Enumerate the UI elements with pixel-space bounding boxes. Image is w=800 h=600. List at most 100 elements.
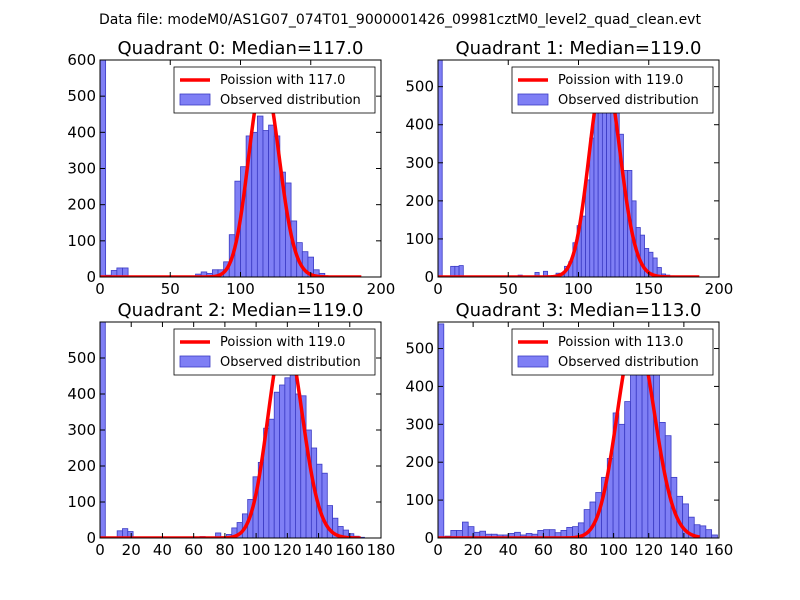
x-tick-label: 0 <box>95 280 105 298</box>
x-tick-label: 200 <box>367 280 396 298</box>
poisson-curve <box>100 332 361 538</box>
x-tick-label: 80 <box>215 541 234 559</box>
x-tick-label: 160 <box>705 541 734 559</box>
histogram-bar <box>597 86 603 277</box>
histogram-bar <box>639 234 645 277</box>
panels: 0 50 100 150 2000100200300400500600Quadrant … <box>67 38 733 559</box>
histogram-bar <box>593 97 599 277</box>
histogram-bar <box>215 532 222 538</box>
legend-bar-swatch <box>517 93 549 106</box>
plot-area <box>438 60 700 277</box>
x-tick-label: 100 <box>599 541 628 559</box>
y-tick-label: 400 <box>405 377 434 395</box>
subplot-0: 0 50 100 150 200 0 100 200 300 400 500 600 Quadrant … <box>67 38 395 298</box>
x-tick-label: 50 <box>161 280 180 298</box>
subplot-1: 0 50 100 150 200 0 100 200 300 400 500 Quadrant 1: … <box>405 38 733 298</box>
y-tick-label: 200 <box>405 453 434 471</box>
histogram-bar <box>273 391 280 538</box>
y-tick-label: 200 <box>405 192 434 210</box>
x-tick-label: 40 <box>499 541 518 559</box>
histogram-bar <box>624 401 631 538</box>
histogram-bar <box>438 60 443 277</box>
y-tick-label: 600 <box>67 51 96 69</box>
figure-suptitle: Data file: modeM0/AS1G07_074T01_90000014… <box>99 12 701 28</box>
x-tick-label: 100 <box>564 280 593 298</box>
x-tick-label: 0 <box>95 541 105 559</box>
poisson-curve <box>438 69 700 277</box>
x-tick-label: 200 <box>705 280 734 298</box>
legend-box <box>511 328 714 376</box>
histogram-bar <box>630 368 637 538</box>
x-tick-label: 120 <box>273 541 302 559</box>
x-tick-label: 150 <box>296 280 325 298</box>
y-tick-label: 200 <box>67 457 96 475</box>
y-tick-label: 0 <box>86 529 96 547</box>
plot-area <box>438 323 718 538</box>
histogram-bar <box>705 529 713 538</box>
x-tick-label: 140 <box>670 541 699 559</box>
y-tick-label: 300 <box>405 415 434 433</box>
legend-label-poisson: Poission with 117.0 <box>220 73 345 88</box>
histogram-bar <box>279 384 286 538</box>
x-tick-label: 40 <box>153 541 172 559</box>
legend-label-observed: Observed distribution <box>220 355 361 370</box>
histogram-bar <box>601 109 608 277</box>
x-tick-label: 160 <box>335 541 364 559</box>
histogram-bar <box>534 272 540 277</box>
subplot-2: 0 20 40 60 80 100 120 140 160 1800100200300400500… <box>67 300 395 559</box>
y-tick-label: 500 <box>405 78 434 96</box>
y-tick-label: 500 <box>67 87 96 105</box>
x-tick-label: 100 <box>226 280 255 298</box>
histogram-bar <box>641 365 649 538</box>
subplot-title: Quadrant 2: Median=119.0 <box>118 300 364 321</box>
x-tick-label: 20 <box>464 541 483 559</box>
histogram-bar <box>256 115 264 277</box>
x-tick-label: 0 <box>433 541 443 559</box>
histogram-bar <box>251 131 258 277</box>
subplot-title: Quadrant 0: Median=117.0 <box>118 38 364 59</box>
poisson-curve <box>100 76 362 277</box>
x-tick-label: 100 <box>242 541 271 559</box>
histogram-bar <box>127 531 134 538</box>
legend: Poission with 119.0 Observed distribution <box>511 66 714 114</box>
y-tick-label: 400 <box>67 123 96 141</box>
legend-label-observed: Observed distribution <box>558 355 699 370</box>
histogram-bar <box>295 393 302 538</box>
y-tick-label: 500 <box>67 349 96 367</box>
histogram-bar <box>284 377 291 538</box>
y-tick-label: 100 <box>67 232 96 250</box>
legend-label-poisson: Poission with 119.0 <box>220 335 345 350</box>
y-tick-label: 100 <box>67 493 96 511</box>
legend-bar-swatch <box>517 355 549 368</box>
histogram-bar <box>262 130 270 277</box>
histogram-bar <box>268 418 275 538</box>
legend-label-poisson: Poission with 119.0 <box>558 73 683 88</box>
x-tick-label: 150 <box>634 280 663 298</box>
x-tick-label: 120 <box>634 541 663 559</box>
histogram-bar <box>585 179 591 277</box>
histogram-bar <box>711 534 718 538</box>
histogram-bar <box>268 124 275 277</box>
histogram-bar <box>122 267 129 277</box>
x-tick-label: 180 <box>367 541 396 559</box>
y-tick-label: 500 <box>405 340 434 358</box>
histogram-bar <box>653 372 660 538</box>
y-tick-label: 200 <box>67 196 96 214</box>
x-tick-label: 0 <box>433 280 443 298</box>
y-tick-label: 0 <box>424 268 434 286</box>
legend-bar-swatch <box>179 355 211 368</box>
y-tick-label: 300 <box>67 160 96 178</box>
subplot-title: Quadrant 1: Median=119.0 <box>456 38 702 59</box>
histogram-bar <box>462 521 469 538</box>
y-tick-label: 0 <box>424 529 434 547</box>
histogram-bar <box>458 265 464 277</box>
x-tick-label: 60 <box>534 541 553 559</box>
plot-area <box>100 60 362 277</box>
y-tick-label: 0 <box>86 268 96 286</box>
legend: Poission with 117.0 Observed distribution <box>173 66 376 114</box>
legend: Poission with 113.0 Observed distribution <box>511 328 714 376</box>
subplot-3: 0 20 40 60 80 100 120 140 160 0 100 200 300 400 500 Qua… <box>405 300 733 559</box>
subplot-title: Quadrant 3: Median=113.0 <box>456 300 702 321</box>
legend-bar-swatch <box>179 93 211 106</box>
